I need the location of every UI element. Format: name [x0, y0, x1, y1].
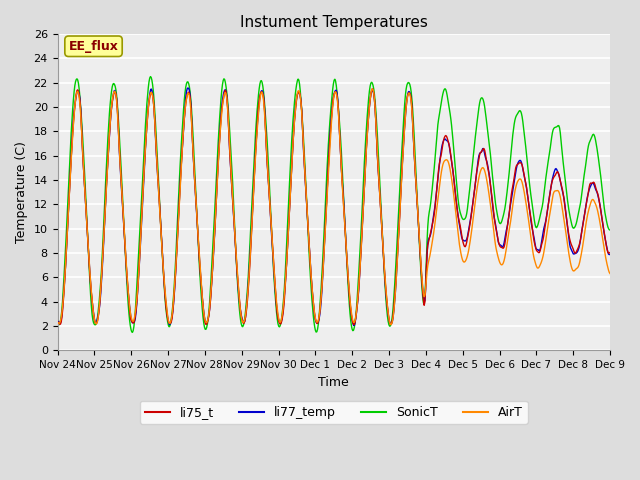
Y-axis label: Temperature (C): Temperature (C) — [15, 141, 28, 243]
SonicT — [249, 184, 257, 190]
Text: EE_flux: EE_flux — [68, 40, 118, 53]
li75_t — [220, 93, 228, 98]
SonicT — [423, 239, 431, 244]
SonicT — [270, 269, 278, 275]
AirT — [220, 93, 228, 99]
AirT — [118, 197, 126, 203]
li77_temp — [54, 319, 61, 324]
li75_t — [423, 250, 431, 256]
li77_temp — [184, 85, 192, 91]
AirT — [54, 319, 61, 325]
Legend: li75_t, li77_temp, SonicT, AirT: li75_t, li77_temp, SonicT, AirT — [140, 401, 527, 424]
Title: Instument Temperatures: Instument Temperatures — [240, 15, 428, 30]
AirT — [248, 233, 255, 239]
AirT — [369, 86, 376, 92]
li77_temp — [351, 323, 358, 328]
li75_t — [118, 197, 126, 203]
li75_t — [248, 235, 255, 241]
AirT — [392, 279, 400, 285]
li77_temp — [118, 199, 126, 205]
AirT — [387, 322, 395, 327]
SonicT — [392, 257, 400, 263]
li75_t — [351, 322, 358, 327]
li75_t — [392, 274, 400, 280]
li77_temp — [606, 252, 614, 257]
SonicT — [129, 329, 136, 335]
SonicT — [118, 190, 126, 195]
li75_t — [606, 250, 614, 255]
li77_temp — [392, 279, 400, 285]
Line: li77_temp: li77_temp — [58, 88, 610, 325]
Line: SonicT: SonicT — [58, 77, 610, 332]
AirT — [268, 238, 276, 243]
AirT — [606, 271, 614, 276]
li75_t — [268, 238, 276, 244]
Line: AirT: AirT — [58, 89, 610, 324]
li75_t — [54, 319, 61, 325]
SonicT — [147, 74, 154, 80]
li77_temp — [423, 251, 431, 257]
li75_t — [369, 86, 376, 92]
AirT — [423, 269, 431, 275]
Line: li75_t: li75_t — [58, 89, 610, 324]
li77_temp — [221, 87, 228, 93]
SonicT — [606, 227, 614, 233]
SonicT — [221, 80, 229, 85]
li77_temp — [269, 253, 276, 259]
X-axis label: Time: Time — [318, 376, 349, 389]
li77_temp — [248, 215, 256, 220]
SonicT — [54, 322, 61, 328]
